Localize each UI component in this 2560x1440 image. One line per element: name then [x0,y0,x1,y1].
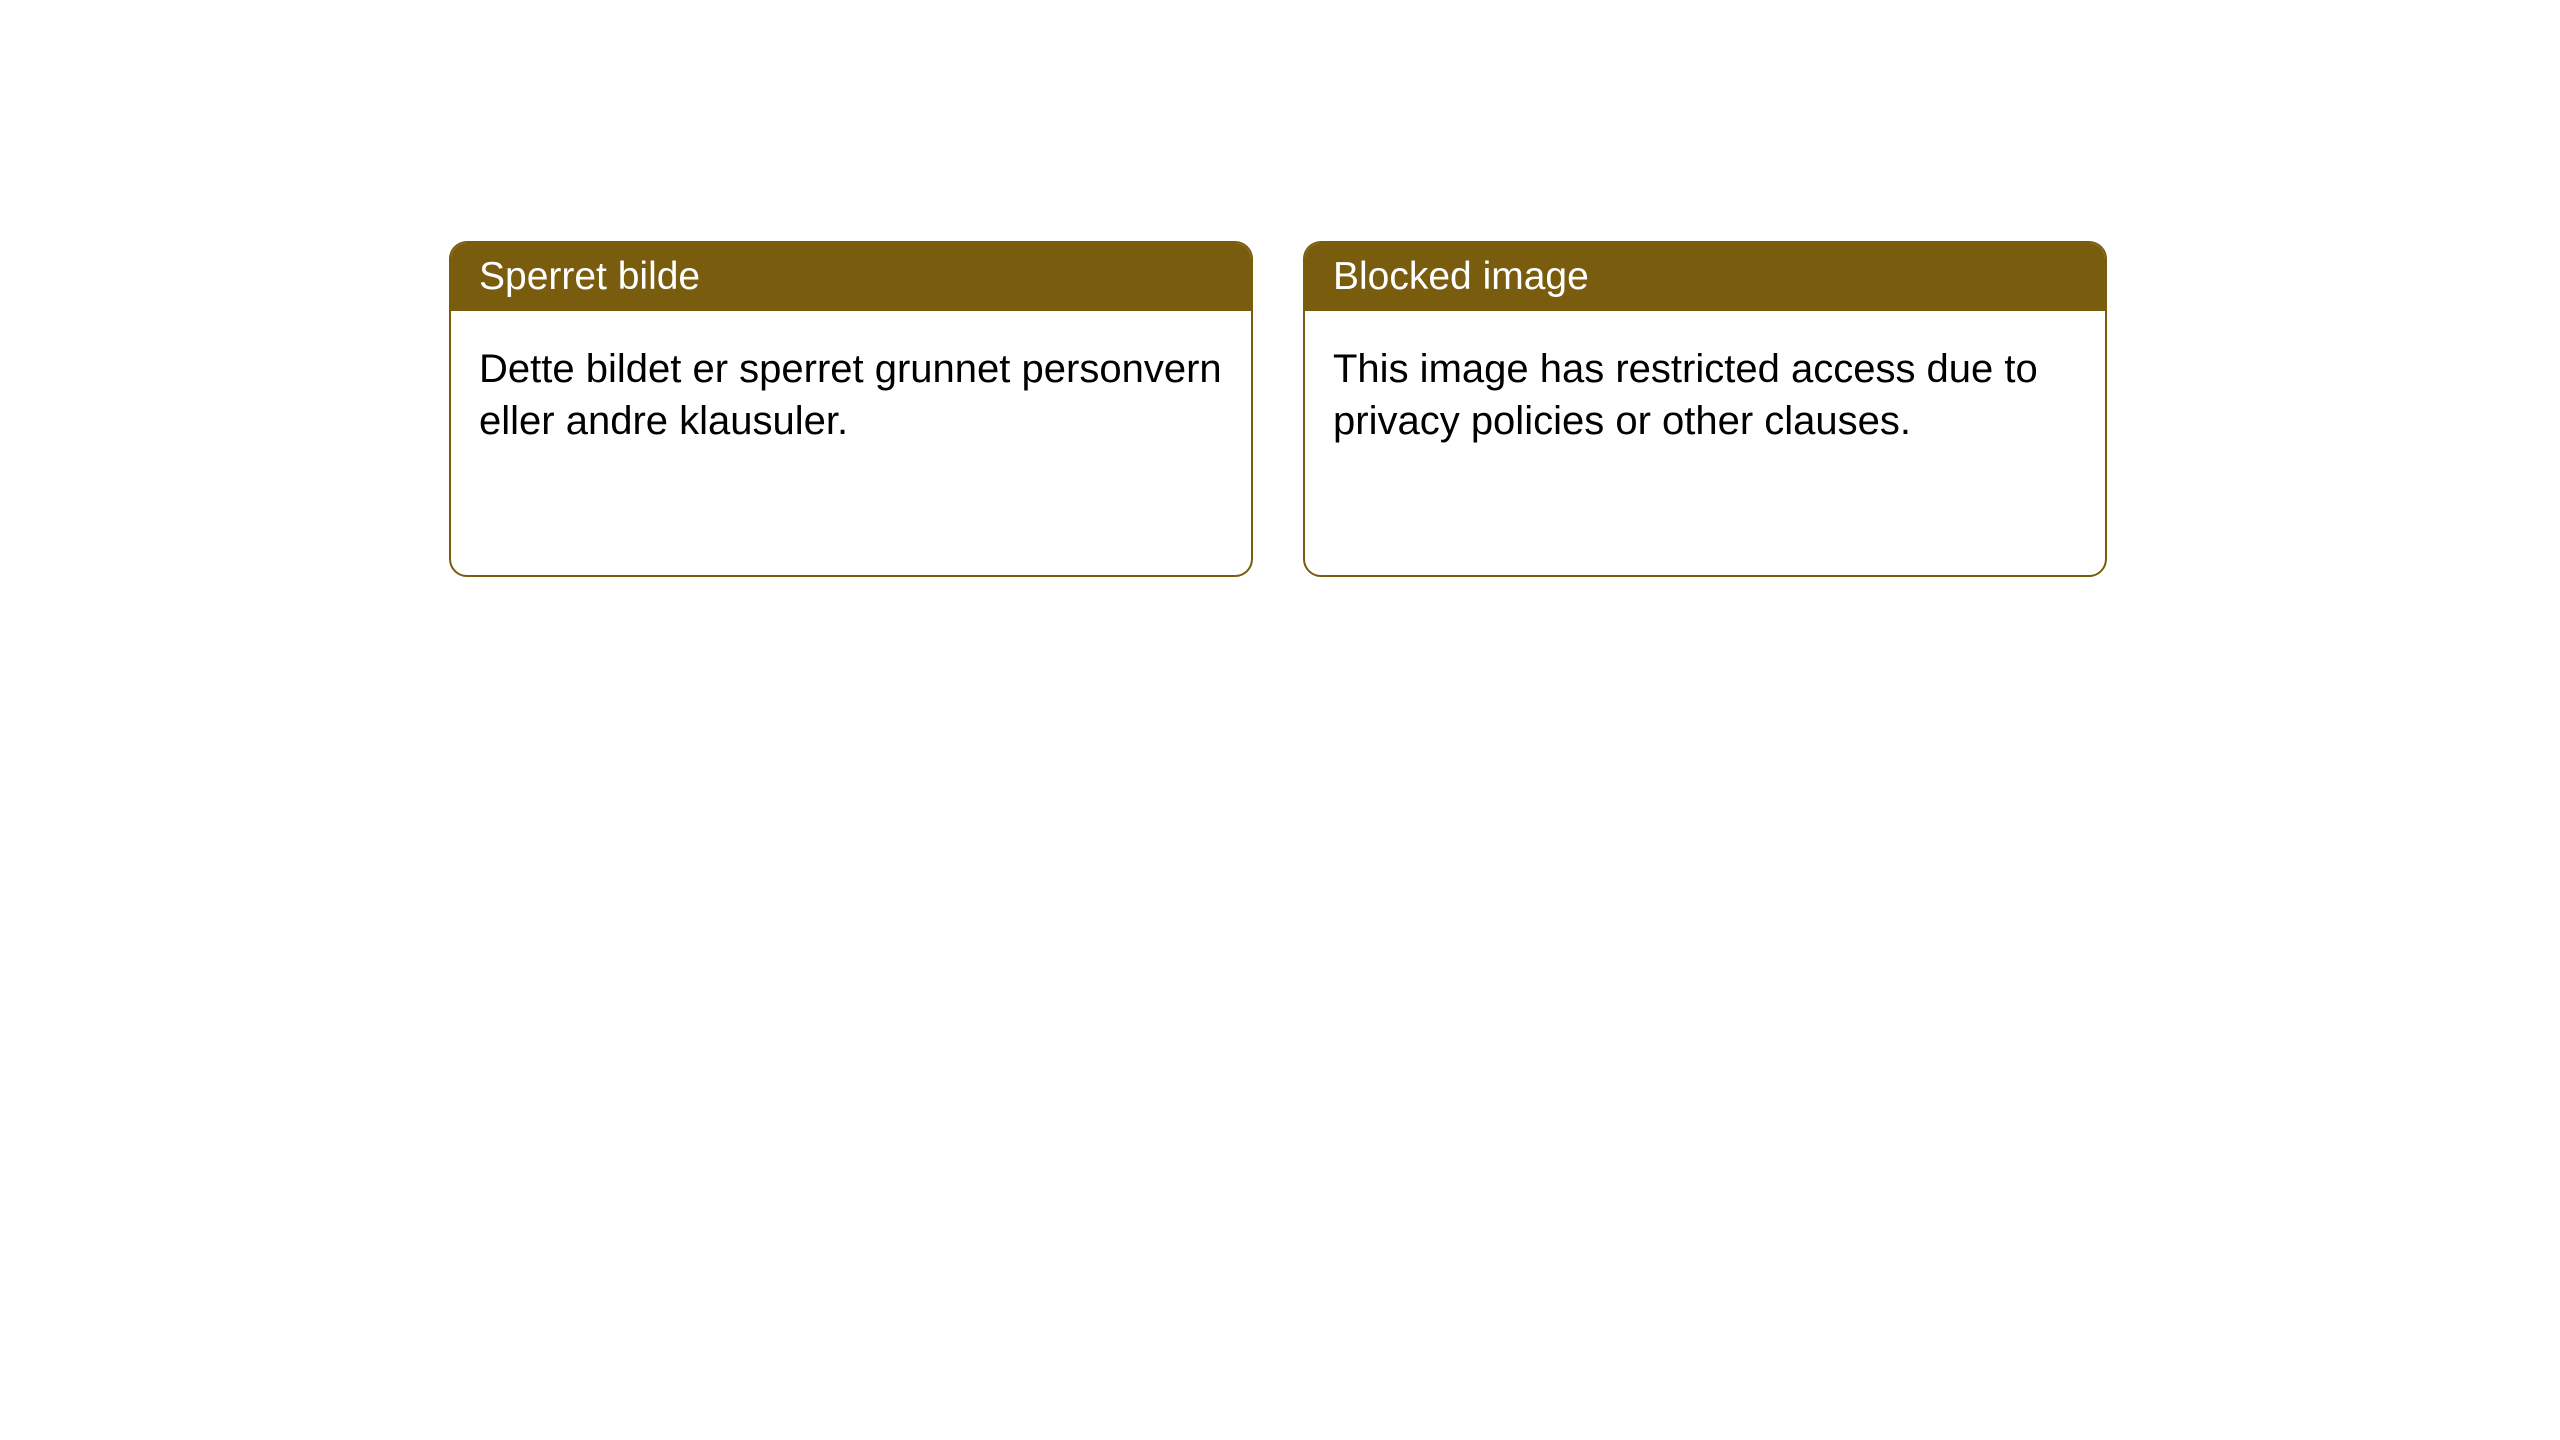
card-title: Blocked image [1333,255,1589,298]
card-body-text: This image has restricted access due to … [1333,347,2038,443]
notice-card-english: Blocked image This image has restricted … [1303,241,2107,577]
notice-cards-container: Sperret bilde Dette bildet er sperret gr… [449,241,2107,577]
notice-card-norwegian: Sperret bilde Dette bildet er sperret gr… [449,241,1253,577]
card-title: Sperret bilde [479,255,700,298]
card-body-text: Dette bildet er sperret grunnet personve… [479,347,1222,443]
card-body: This image has restricted access due to … [1305,311,2105,479]
card-header: Blocked image [1305,243,2105,311]
card-header: Sperret bilde [451,243,1251,311]
card-body: Dette bildet er sperret grunnet personve… [451,311,1251,479]
